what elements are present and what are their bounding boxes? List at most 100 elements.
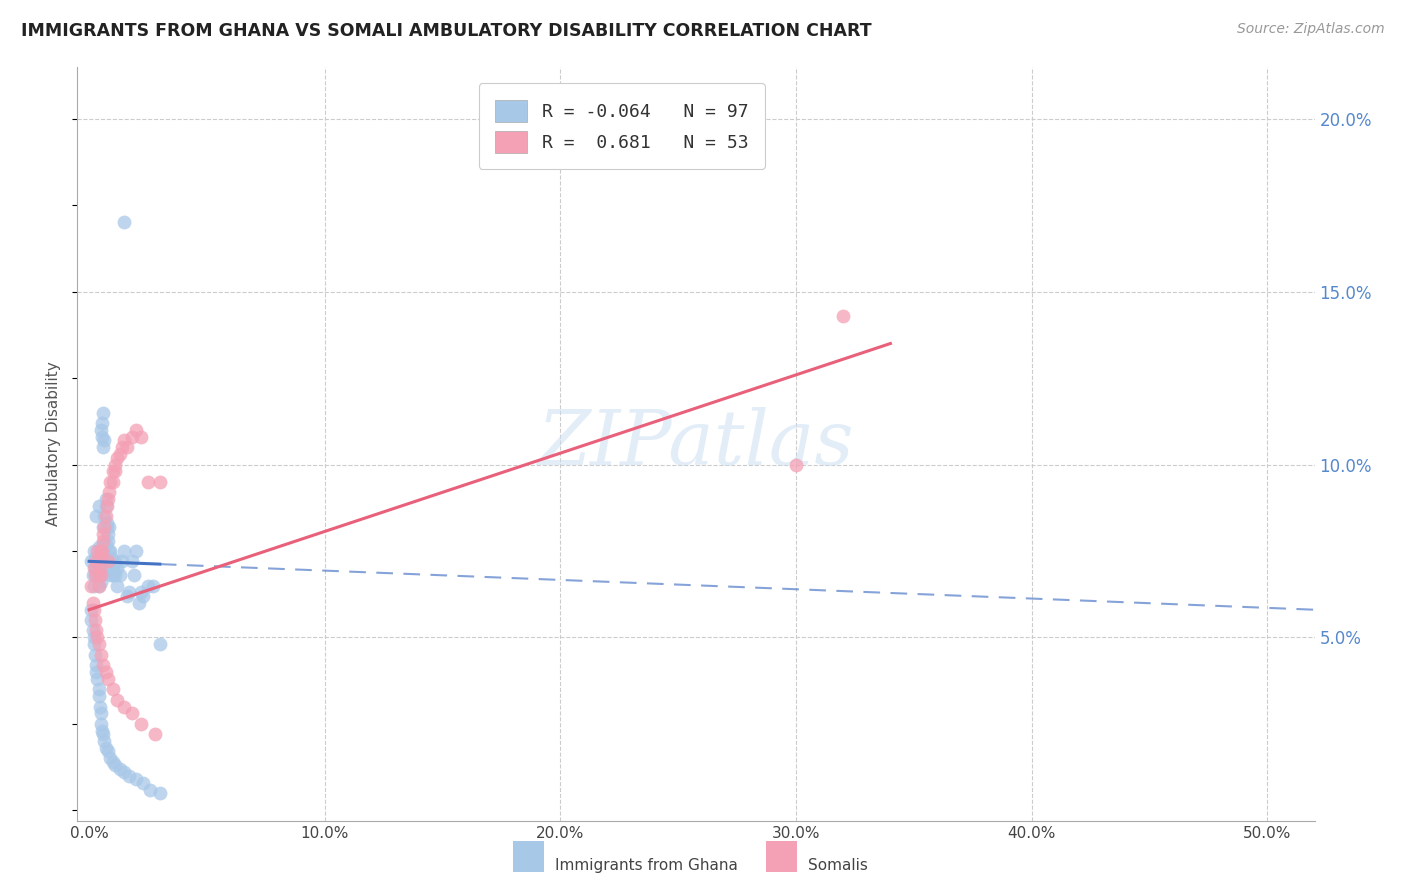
Point: [89, 561, 111, 575]
Point: [91, 727, 114, 741]
Point: [111, 440, 134, 454]
Point: [89, 699, 111, 714]
Point: [101, 561, 124, 575]
Point: [80, 603, 103, 617]
Point: [129, 585, 152, 599]
Point: [93, 434, 115, 448]
Point: [94, 665, 117, 679]
Point: [114, 434, 136, 448]
Point: [86, 544, 108, 558]
Point: [139, 782, 162, 797]
Point: [121, 706, 143, 721]
Point: [149, 786, 172, 800]
Point: [84, 568, 107, 582]
Point: [136, 578, 159, 592]
Point: [149, 475, 172, 489]
Point: [91, 520, 114, 534]
Point: [101, 465, 124, 479]
Point: [136, 475, 159, 489]
Point: [84, 509, 107, 524]
Point: [84, 554, 107, 568]
Point: [91, 658, 114, 673]
Point: [90, 550, 112, 565]
Point: [86, 568, 108, 582]
Point: [114, 544, 136, 558]
Point: [101, 755, 124, 769]
Point: [84, 648, 107, 662]
Text: Immigrants from Ghana: Immigrants from Ghana: [555, 858, 738, 872]
Point: [125, 772, 148, 786]
Point: [83, 603, 105, 617]
Point: [96, 516, 118, 531]
Point: [91, 537, 114, 551]
Point: [98, 568, 121, 582]
Legend: R = -0.064   N = 97, R =  0.681   N = 53: R = -0.064 N = 97, R = 0.681 N = 53: [478, 84, 765, 169]
Point: [83, 637, 105, 651]
Point: [90, 568, 112, 582]
Point: [84, 561, 107, 575]
Text: Somalis: Somalis: [808, 858, 869, 872]
Point: [91, 544, 114, 558]
Point: [121, 554, 143, 568]
Point: [90, 716, 112, 731]
Point: [80, 613, 103, 627]
Point: [91, 554, 114, 568]
Point: [93, 734, 115, 748]
Point: [90, 568, 112, 582]
Point: [82, 624, 104, 638]
Point: [86, 554, 108, 568]
Point: [97, 526, 120, 541]
Point: [86, 672, 108, 686]
Point: [83, 631, 105, 645]
Point: [149, 637, 172, 651]
Point: [91, 416, 114, 430]
Point: [98, 751, 121, 765]
Point: [87, 541, 110, 555]
Point: [94, 509, 117, 524]
Point: [143, 727, 166, 741]
Point: [90, 575, 112, 590]
Point: [104, 568, 127, 582]
Point: [100, 561, 122, 575]
Point: [129, 430, 152, 444]
Point: [83, 544, 105, 558]
Point: [96, 499, 118, 513]
Point: [97, 744, 120, 758]
Point: [97, 492, 120, 507]
Point: [97, 533, 120, 548]
Point: [122, 568, 145, 582]
Point: [91, 544, 114, 558]
Point: [100, 550, 122, 565]
Point: [108, 447, 131, 461]
Point: [87, 550, 110, 565]
Point: [91, 430, 114, 444]
Point: [101, 475, 124, 489]
Point: [97, 672, 120, 686]
Point: [97, 554, 120, 568]
Point: [90, 548, 112, 562]
Point: [105, 450, 128, 465]
Point: [84, 568, 107, 582]
Point: [87, 578, 110, 592]
Point: [98, 544, 121, 558]
Point: [129, 716, 152, 731]
Point: [91, 406, 114, 420]
Point: [94, 741, 117, 756]
Point: [128, 596, 150, 610]
Point: [104, 758, 127, 772]
Point: [89, 565, 111, 579]
Point: [86, 631, 108, 645]
Point: [785, 458, 807, 472]
Point: [142, 578, 165, 592]
Point: [105, 578, 128, 592]
Point: [125, 544, 148, 558]
Point: [108, 568, 131, 582]
Point: [132, 775, 155, 789]
Point: [104, 458, 127, 472]
Text: IMMIGRANTS FROM GHANA VS SOMALI AMBULATORY DISABILITY CORRELATION CHART: IMMIGRANTS FROM GHANA VS SOMALI AMBULATO…: [21, 22, 872, 40]
Point: [114, 765, 136, 780]
Point: [82, 596, 104, 610]
Point: [84, 624, 107, 638]
Point: [115, 440, 138, 454]
Point: [115, 589, 138, 603]
